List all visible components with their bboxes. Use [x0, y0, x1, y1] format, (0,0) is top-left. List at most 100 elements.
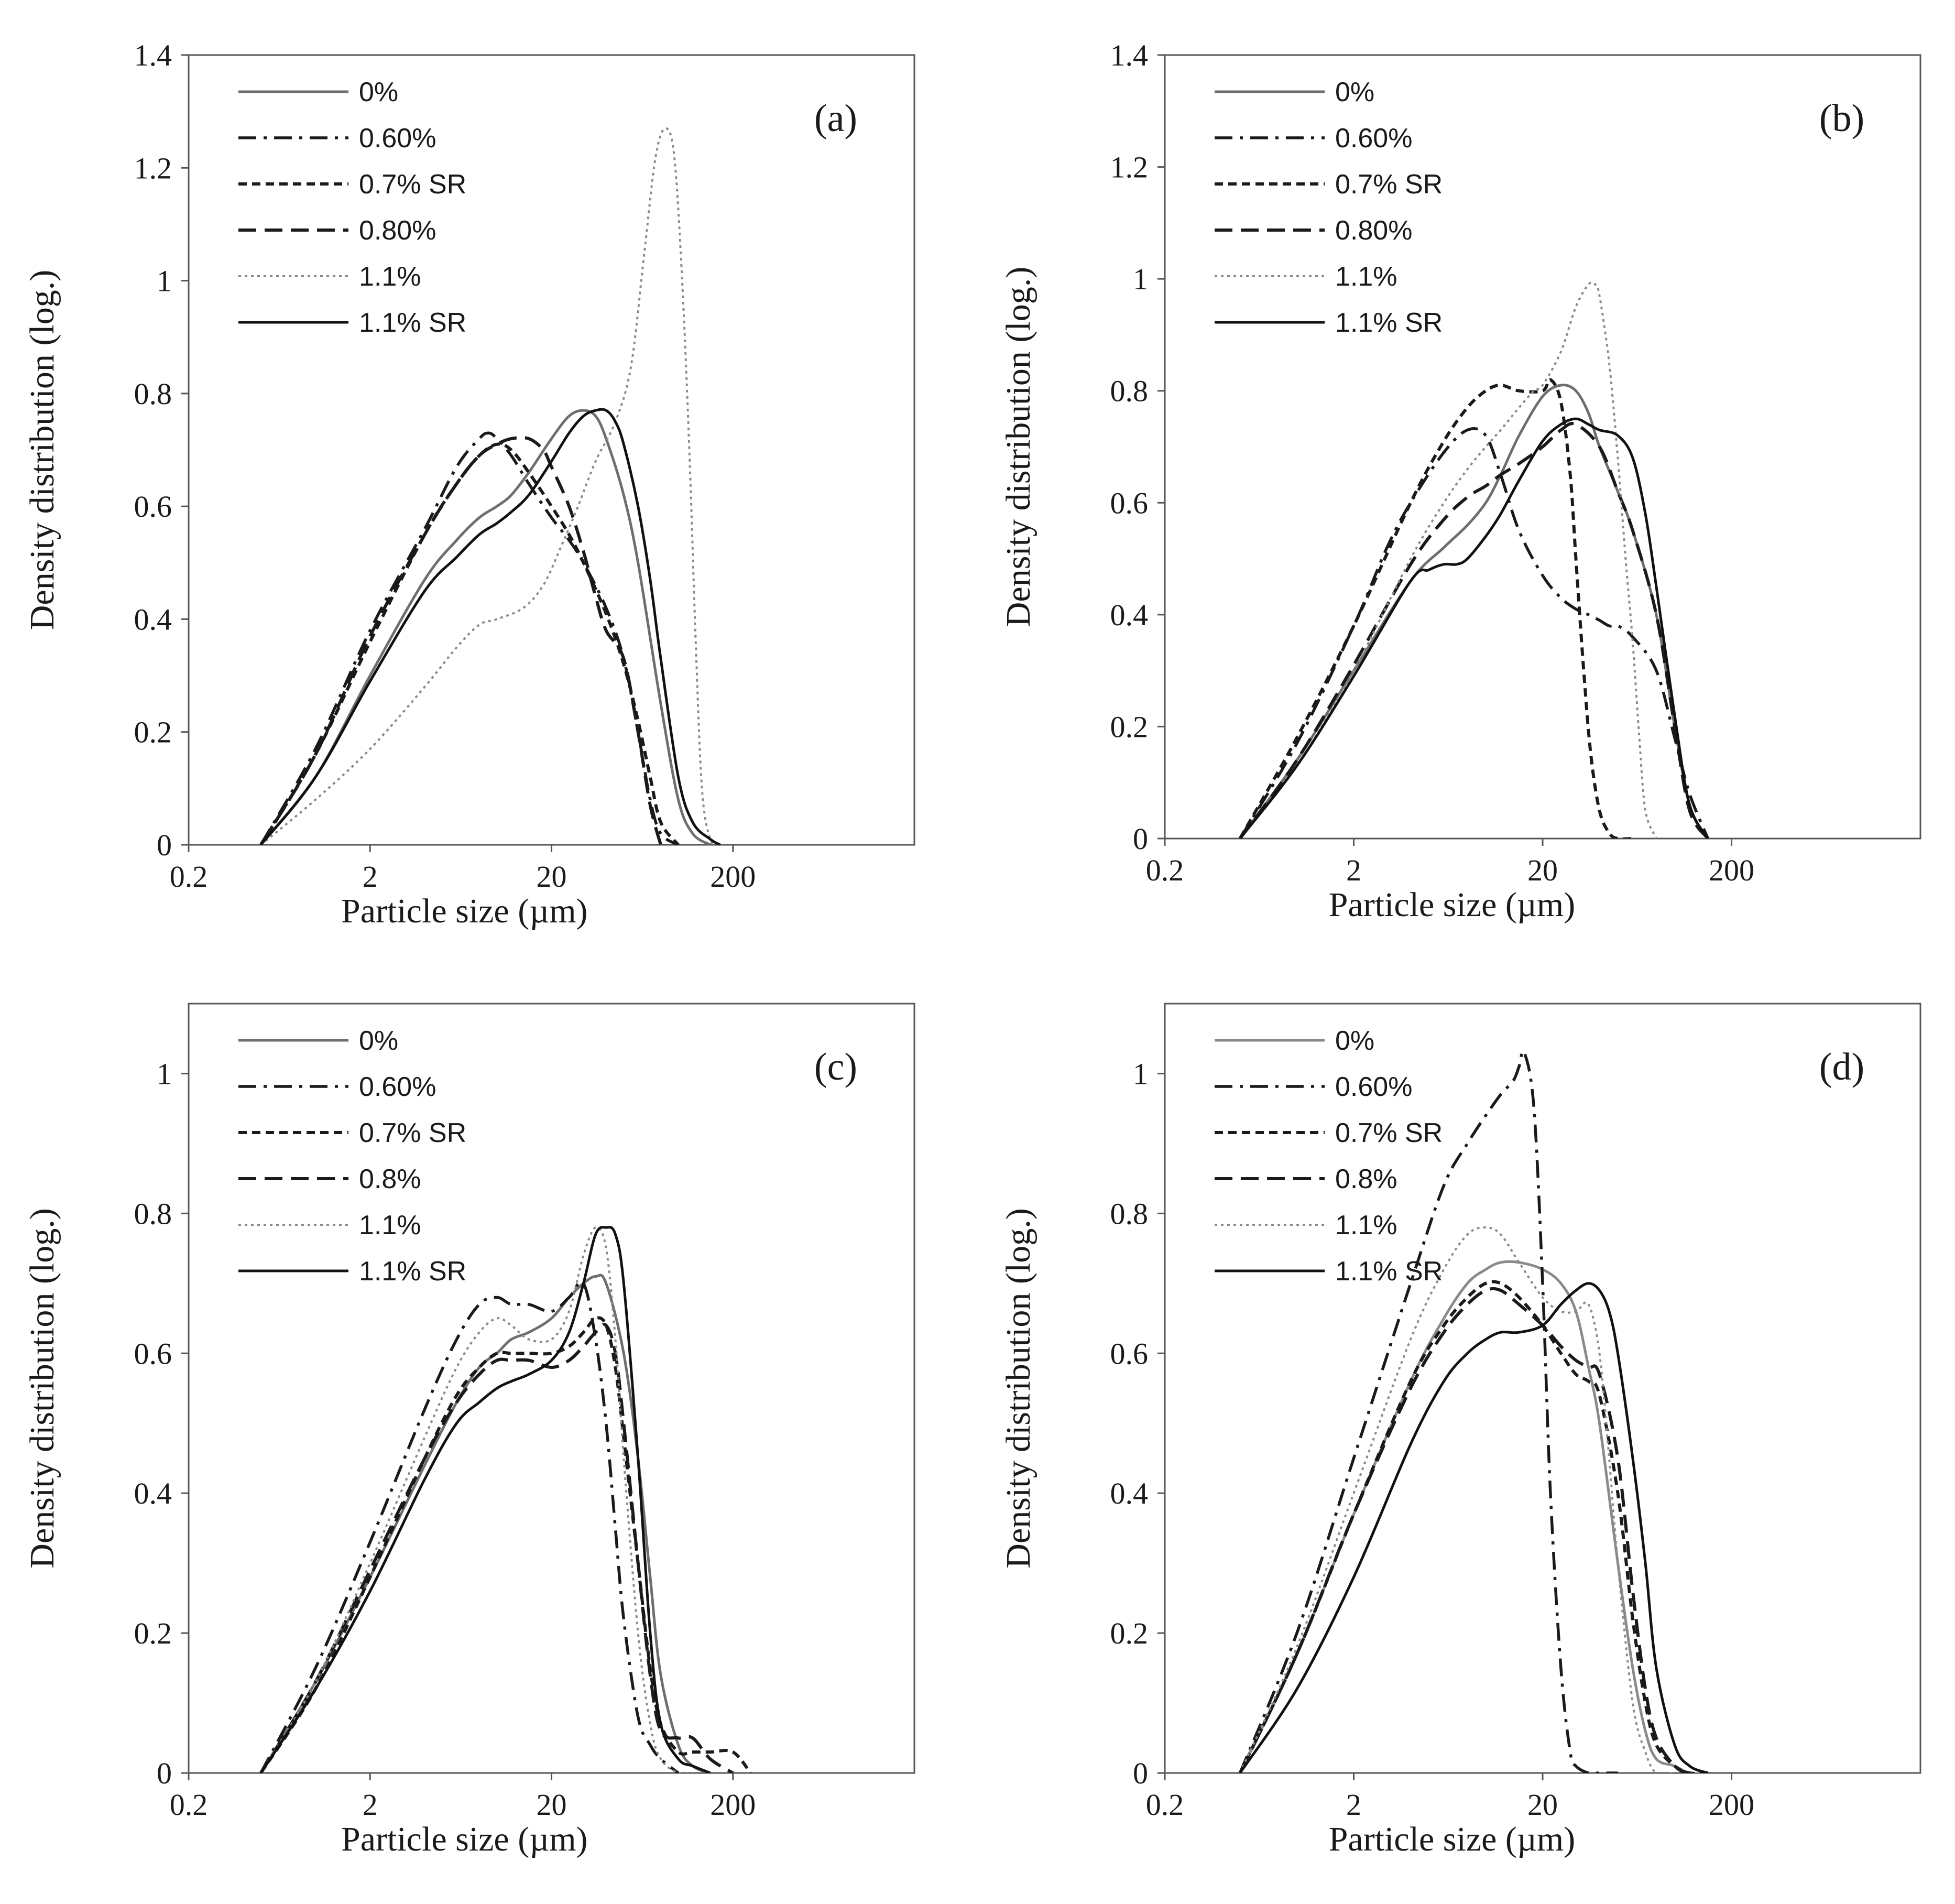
x-tick-label: 0.2	[170, 1788, 208, 1822]
y-tick-label: 0.8	[1110, 1196, 1149, 1231]
series-line	[1238, 1049, 1618, 1773]
y-tick-label: 1	[157, 1057, 172, 1091]
x-tick-label: 2	[1346, 1788, 1361, 1822]
legend-label: 0%	[1335, 1026, 1374, 1056]
y-tick-label: 1	[1133, 1057, 1148, 1091]
x-tick-label: 200	[710, 859, 756, 894]
series-line	[259, 442, 680, 845]
y-tick-label: 0.6	[134, 1336, 172, 1370]
legend-label: 1.1%	[359, 1210, 421, 1241]
legend-label: 1.1% SR	[1335, 1256, 1443, 1287]
legend-label: 0.7% SR	[359, 169, 466, 200]
legend: 0% 0.60% 0.7% SR 0.8% 1.1% 1.1% SR	[238, 1026, 466, 1287]
y-tick-label: 0.2	[1110, 710, 1149, 744]
legend-label: 1.1% SR	[359, 308, 466, 338]
series-line	[259, 1226, 711, 1773]
series-line	[1239, 281, 1657, 839]
series-line	[1239, 384, 1709, 839]
legend-label: 0.80%	[1335, 215, 1412, 246]
x-tick-label: 2	[1346, 853, 1361, 887]
panel-label: (d)	[1819, 1046, 1864, 1089]
x-axis-title: Particle size (µm)	[341, 1820, 588, 1858]
legend-label: 1.1%	[1335, 262, 1397, 292]
y-tick-label: 1.2	[1110, 150, 1149, 184]
legend-label: 1.1% SR	[1335, 308, 1443, 338]
x-tick-label: 20	[537, 859, 567, 894]
series-line	[259, 1323, 734, 1773]
x-tick-label: 20	[537, 1788, 567, 1822]
series-line	[259, 408, 721, 845]
legend-label: 0%	[1335, 77, 1374, 107]
y-tick-label: 0.8	[1110, 374, 1149, 408]
series-line	[1239, 1260, 1708, 1773]
legend-label: 1.1%	[359, 262, 421, 292]
y-tick-label: 0.2	[134, 1616, 172, 1650]
panel-label: (a)	[814, 97, 857, 140]
legend-label: 1.1% SR	[359, 1256, 466, 1287]
y-tick-label: 1.2	[134, 151, 172, 185]
legend-label: 0.7% SR	[1335, 1118, 1443, 1148]
series-line	[259, 436, 662, 845]
y-axis-title: Density distribution (log.)	[23, 1208, 61, 1568]
x-tick-label: 200	[710, 1788, 756, 1822]
legend: 0% 0.60% 0.7% SR 0.80% 1.1% 1.1% SR	[238, 77, 466, 338]
x-tick-label: 20	[1527, 1788, 1558, 1822]
series-line	[1238, 1287, 1708, 1773]
legend-label: 0.8%	[359, 1164, 421, 1194]
legend-label: 0.80%	[359, 215, 436, 246]
series-line	[260, 127, 721, 845]
legend-label: 0%	[359, 77, 398, 107]
series-line	[1239, 417, 1709, 839]
series-line	[259, 1280, 680, 1773]
series-line	[260, 1226, 693, 1773]
plot-frame	[188, 1003, 915, 1774]
series-line	[1239, 1282, 1709, 1773]
legend-label: 0.8%	[1335, 1164, 1397, 1194]
x-axis-title: Particle size (µm)	[341, 892, 588, 930]
y-tick-label: 0.2	[134, 715, 172, 749]
x-axis-title: Particle size (µm)	[1329, 886, 1576, 924]
plot-frame	[1164, 1003, 1921, 1774]
legend-label: 0.60%	[359, 123, 436, 154]
legend-label: 0.60%	[1335, 1072, 1412, 1102]
y-tick-label: 0	[157, 828, 172, 862]
y-axis-title: Density distribution (log.)	[23, 270, 61, 630]
series-line	[259, 409, 711, 845]
y-tick-label: 0.6	[1110, 486, 1149, 520]
panel-label: (b)	[1819, 97, 1864, 140]
y-tick-label: 0.4	[134, 1476, 172, 1510]
y-tick-label: 0.8	[134, 1196, 172, 1231]
y-tick-label: 0	[1133, 822, 1148, 856]
legend-label: 0.7% SR	[359, 1118, 466, 1148]
legend-label: 0.60%	[359, 1072, 436, 1102]
x-tick-label: 2	[363, 1788, 378, 1822]
legend-label: 0.7% SR	[1335, 169, 1443, 200]
x-tick-label: 20	[1527, 853, 1558, 887]
y-tick-label: 0.2	[1110, 1616, 1149, 1650]
y-tick-label: 0.4	[1110, 1476, 1149, 1510]
x-axis-title: Particle size (µm)	[1329, 1820, 1576, 1858]
y-tick-label: 1	[157, 264, 172, 298]
series-line	[1239, 427, 1710, 839]
y-tick-label: 0.4	[134, 602, 172, 636]
y-tick-label: 1.4	[134, 38, 172, 72]
y-axis-title: Density distribution (log.)	[999, 1208, 1037, 1568]
y-tick-label: 1	[1133, 262, 1148, 296]
legend-label: 0%	[359, 1026, 398, 1056]
x-tick-label: 0.2	[1146, 853, 1184, 887]
legend: 0% 0.60% 0.7% SR 0.8% 1.1% 1.1% SR	[1215, 1026, 1443, 1287]
series-line	[1238, 378, 1633, 839]
y-tick-label: 0.6	[134, 489, 172, 524]
y-tick-label: 0	[157, 1756, 172, 1790]
y-tick-label: 0.8	[134, 377, 172, 411]
series-line	[1239, 422, 1709, 839]
x-tick-label: 0.2	[1146, 1788, 1184, 1822]
y-axis-title: Density distribution (log.)	[999, 267, 1037, 627]
plot-frame	[188, 54, 915, 846]
x-tick-label: 2	[363, 859, 378, 894]
x-tick-label: 200	[1709, 853, 1754, 887]
